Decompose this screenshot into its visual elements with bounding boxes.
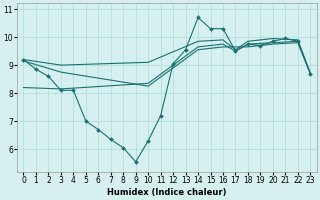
X-axis label: Humidex (Indice chaleur): Humidex (Indice chaleur) bbox=[107, 188, 227, 197]
